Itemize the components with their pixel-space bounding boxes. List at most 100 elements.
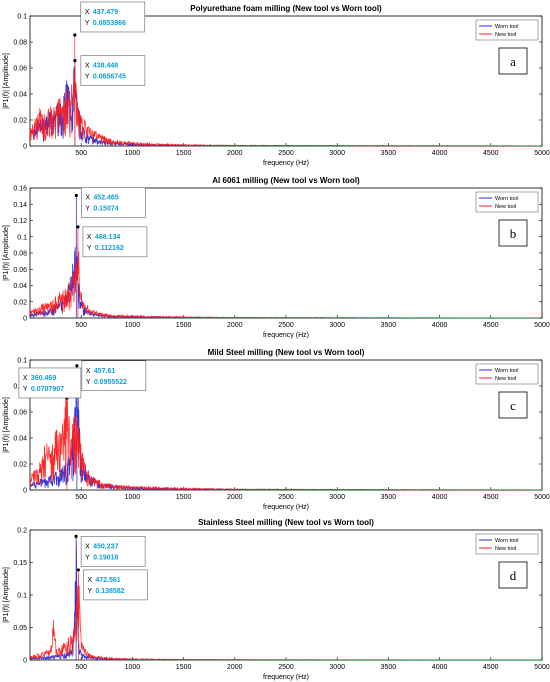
chart-title: Al 6061 milling (New tool vs Worn tool) xyxy=(212,176,360,185)
x-tick-label: 4000 xyxy=(432,322,448,329)
datatip-x-label: X xyxy=(85,9,90,16)
x-tick-label: 1500 xyxy=(176,664,192,671)
datatip-marker[interactable] xyxy=(76,225,80,229)
y-tick-label: 0.04 xyxy=(13,436,27,443)
datatip-marker[interactable] xyxy=(73,59,77,63)
legend-label-new-tool: New tool xyxy=(495,546,516,552)
x-tick-label: 2500 xyxy=(278,664,294,671)
y-tick-label: 0.06 xyxy=(13,66,27,73)
panel-label: d xyxy=(510,568,517,583)
legend-box xyxy=(475,533,539,555)
x-tick-label: 2500 xyxy=(278,322,294,329)
y-tick-label: 0.04 xyxy=(13,92,27,99)
x-tick-label: 4000 xyxy=(432,150,448,157)
x-tick-label: 1000 xyxy=(125,150,141,157)
datatip-marker[interactable] xyxy=(75,364,79,368)
y-axis-label: |P1(f)| [Amplitude] xyxy=(3,53,10,109)
chart-panel-b: Al 6061 milling (New tool vs Worn tool) 0… xyxy=(0,172,550,340)
datatip-x-label: X xyxy=(87,234,92,241)
x-tick-label: 4500 xyxy=(483,150,499,157)
datatip-box[interactable] xyxy=(81,187,146,218)
panel-label-box xyxy=(498,219,528,247)
x-tick-label: 4000 xyxy=(432,664,448,671)
x-tick-label: 4500 xyxy=(483,322,499,329)
datatip-box[interactable] xyxy=(82,226,148,258)
series-line-new-tool xyxy=(30,397,542,490)
x-axis-label: frequency (Hz) xyxy=(263,674,309,681)
y-tick-label: 0.06 xyxy=(13,267,27,274)
datatip-marker[interactable] xyxy=(74,193,78,198)
datatip-box[interactable] xyxy=(81,360,147,392)
datatip-marker[interactable] xyxy=(74,534,78,538)
legend-label-worn-tool: Worn tool xyxy=(495,24,518,30)
x-tick-label: 3500 xyxy=(381,494,397,501)
y-tick-label: 0.05 xyxy=(13,625,27,632)
legend-box xyxy=(475,363,539,385)
x-tick-label: 1500 xyxy=(176,494,192,501)
x-tick-label: 4500 xyxy=(483,494,499,501)
panel-label: a xyxy=(510,54,516,69)
datatip-x-value: 468.134 xyxy=(95,234,120,241)
x-axis-label: frequency (Hz) xyxy=(263,504,309,511)
x-tick-label: 500 xyxy=(75,322,87,329)
datatip-y-value: 0.138582 xyxy=(95,588,124,595)
panel-label-box xyxy=(498,561,528,589)
y-tick-label: 0.16 xyxy=(13,186,27,193)
datatip-x-label: X xyxy=(86,368,91,375)
y-tick-label: 0.04 xyxy=(13,283,27,290)
datatip-x-value: 437.479 xyxy=(93,9,118,16)
x-tick-label: 2500 xyxy=(278,494,294,501)
x-tick-label: 3500 xyxy=(381,322,397,329)
datatip-y-value: 0.15074 xyxy=(93,206,118,213)
series-line-new-tool xyxy=(30,569,542,660)
y-tick-label: 0.1 xyxy=(17,14,27,21)
x-tick-label: 2000 xyxy=(227,664,243,671)
datatip-box[interactable] xyxy=(80,1,146,33)
datatip-x-label: X xyxy=(85,63,90,70)
datatip-box[interactable] xyxy=(80,536,146,567)
chart-panel-c: Mild Steel milling (New tool vs Worn too… xyxy=(0,344,550,512)
datatip-marker[interactable] xyxy=(76,568,80,572)
x-tick-label: 4000 xyxy=(432,494,448,501)
y-tick-label: 0 xyxy=(23,144,27,151)
x-tick-label: 3000 xyxy=(329,322,345,329)
chart-svg: Polyurethane foam milling (New tool vs W… xyxy=(3,1,550,167)
datatip-x-label: X xyxy=(87,577,92,584)
datatip-y-value: 0.112162 xyxy=(95,245,124,252)
datatip-y-value: 0.19018 xyxy=(93,554,118,561)
legend-label-new-tool: New tool xyxy=(495,376,516,382)
y-axis-label: |P1(f)| [Amplitude] xyxy=(3,225,10,281)
x-tick-label: 4500 xyxy=(483,664,499,671)
legend-label-worn-tool: Worn tool xyxy=(495,196,518,202)
y-axis-label: |P1(f)| [Amplitude] xyxy=(3,567,10,623)
datatip-box[interactable] xyxy=(18,367,82,399)
x-tick-label: 3000 xyxy=(329,150,345,157)
datatip-x-value: 360.469 xyxy=(31,375,56,382)
x-tick-label: 5000 xyxy=(534,494,550,501)
y-tick-label: 0.14 xyxy=(13,202,27,209)
datatip-x-value: 438.448 xyxy=(93,63,118,70)
datatip-y-label: Y xyxy=(85,74,90,81)
y-tick-label: 0.1 xyxy=(17,358,27,365)
x-axis-label: frequency (Hz) xyxy=(263,332,309,339)
y-tick-label: 0.2 xyxy=(17,528,27,535)
panel-label: b xyxy=(510,226,517,241)
datatip-marker[interactable] xyxy=(73,33,77,37)
datatip-box[interactable] xyxy=(83,569,148,601)
datatip-x-value: 450.237 xyxy=(93,543,118,550)
x-tick-label: 3500 xyxy=(381,664,397,671)
panel-label: c xyxy=(510,398,516,413)
y-tick-label: 0.02 xyxy=(13,299,27,306)
datatip-box[interactable] xyxy=(80,55,146,86)
legend-box xyxy=(475,19,539,41)
y-tick-label: 0.02 xyxy=(13,118,27,125)
chart-panel-a: Polyurethane foam milling (New tool vs W… xyxy=(0,0,550,168)
y-tick-label: 0.15 xyxy=(13,560,27,567)
x-tick-label: 500 xyxy=(75,664,87,671)
legend-label-new-tool: New tool xyxy=(495,204,516,210)
datatip-y-label: Y xyxy=(85,206,90,213)
x-tick-label: 3000 xyxy=(329,494,345,501)
y-tick-label: 0 xyxy=(23,316,27,323)
x-tick-label: 2000 xyxy=(227,322,243,329)
series-line-new-tool xyxy=(30,35,542,146)
